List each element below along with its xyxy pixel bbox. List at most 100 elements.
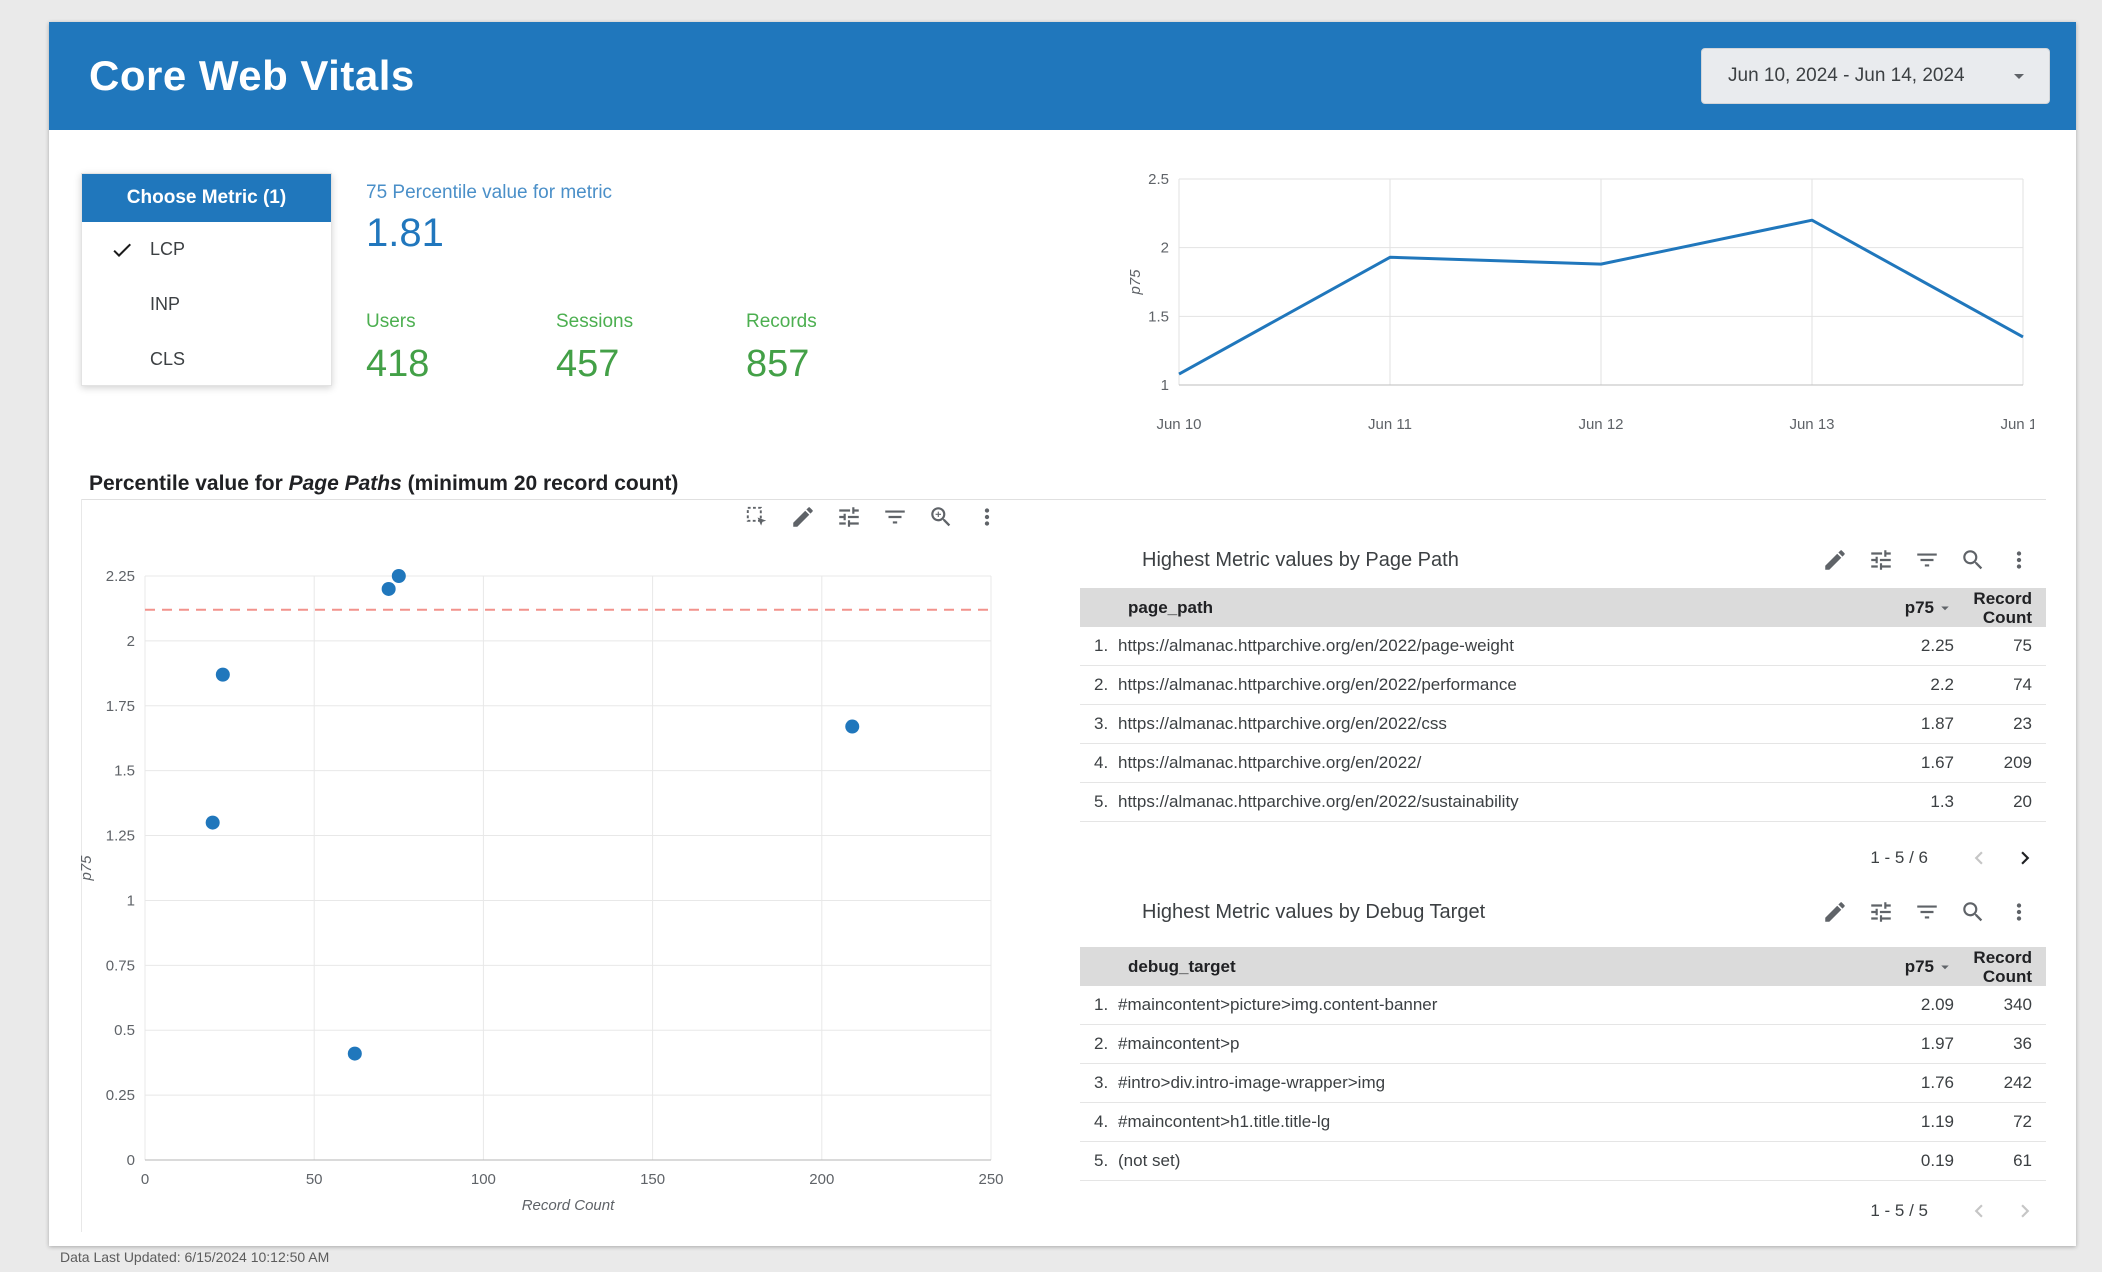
row-index: 2. <box>1094 1034 1109 1053</box>
scorecard-sessions-value: 457 <box>556 343 620 385</box>
zoom-icon[interactable] <box>1960 899 1986 925</box>
row-key: #maincontent>p <box>1118 1034 1240 1053</box>
scatter-chart: 0 50 100 150 200 250 0 0.25 0.5 0.75 1 1.25 1.5 1.75 2… <box>75 558 1015 1230</box>
table-page-path-header: page_path p75 Record Count <box>1080 588 2046 627</box>
metric-selector-header[interactable]: Choose Metric (1) <box>82 174 331 222</box>
table-row: 4. https://almanac.httparchive.org/en/202… <box>1080 744 2046 783</box>
edit-pencil-icon[interactable] <box>1822 899 1848 925</box>
scorecard-records: Records 857 <box>746 311 817 386</box>
row-index: 2. <box>1094 675 1109 694</box>
column-header-record-count: Record Count <box>1973 948 2032 986</box>
date-range-picker[interactable]: Jun 10, 2024 - Jun 14, 2024 <box>1701 48 2050 104</box>
row-index: 5. <box>1094 1151 1109 1170</box>
svg-text:Jun 13: Jun 13 <box>1789 416 1834 433</box>
edit-pencil-icon[interactable] <box>790 504 816 530</box>
tune-sliders-icon[interactable] <box>836 504 862 530</box>
metric-option-inp[interactable]: INP <box>82 277 331 332</box>
table-debug-target-header: debug_target p75 Record Count <box>1080 947 2046 986</box>
table-page-path: Highest Metric values by Page Path page_… <box>1080 540 2046 878</box>
next-page-icon[interactable] <box>2012 1198 2038 1224</box>
next-page-icon[interactable] <box>2012 845 2038 871</box>
page-title: Core Web Vitals <box>89 52 415 99</box>
scorecard-p75: 75 Percentile value for metric 1.81 <box>366 182 612 256</box>
row-p75: 1.97 <box>1920 1034 1954 1053</box>
svg-text:50: 50 <box>306 1171 323 1188</box>
scorecard-records-label: Records <box>746 311 817 332</box>
row-record-count: 20 <box>2013 792 2032 811</box>
svg-text:2: 2 <box>1161 240 1169 257</box>
edit-pencil-icon[interactable] <box>1822 547 1848 573</box>
svg-text:Jun 14: Jun 14 <box>2000 416 2034 433</box>
row-record-count: 23 <box>2013 714 2032 733</box>
row-index: 3. <box>1094 1073 1109 1092</box>
row-record-count: 340 <box>2003 995 2032 1014</box>
svg-text:0.25: 0.25 <box>106 1087 135 1104</box>
svg-text:1.25: 1.25 <box>106 828 135 845</box>
svg-text:150: 150 <box>640 1171 665 1188</box>
metric-option-lcp[interactable]: LCP <box>82 222 331 277</box>
filter-icon[interactable] <box>1914 899 1940 925</box>
tune-sliders-icon[interactable] <box>1868 547 1894 573</box>
section-left-border <box>81 499 82 1232</box>
more-vert-icon[interactable] <box>974 504 1000 530</box>
more-vert-icon[interactable] <box>2006 899 2032 925</box>
table-row: 2. #maincontent>p 1.97 36 <box>1080 1025 2046 1064</box>
svg-text:0.5: 0.5 <box>114 1022 135 1039</box>
row-p75: 1.19 <box>1920 1112 1954 1131</box>
row-key: https://almanac.httparchive.org/en/2022/… <box>1118 714 1447 733</box>
table-row: 4. #maincontent>h1.title.title-lg 1.19 72 <box>1080 1103 2046 1142</box>
filter-icon[interactable] <box>882 504 908 530</box>
row-key: #maincontent>picture>img.content-banner <box>1118 995 1438 1014</box>
table-debug-target-pagination: 1 - 5 / 5 <box>1080 1191 2046 1231</box>
row-p75: 2.25 <box>1920 636 1954 655</box>
svg-text:Jun 12: Jun 12 <box>1578 416 1623 433</box>
row-p75: 2.2 <box>1930 675 1954 694</box>
tune-sliders-icon[interactable] <box>1868 899 1894 925</box>
row-key: https://almanac.httparchive.org/en/2022/ <box>1118 753 1422 772</box>
zoom-icon[interactable] <box>1960 547 1986 573</box>
svg-text:1.5: 1.5 <box>1148 308 1169 325</box>
table-row: 1. https://almanac.httparchive.org/en/202… <box>1080 627 2046 666</box>
metric-options: LCP INP CLS <box>82 222 331 387</box>
column-header-record-count: Record Count <box>1973 589 2032 627</box>
filter-icon[interactable] <box>1914 547 1940 573</box>
metric-option-cls[interactable]: CLS <box>82 332 331 387</box>
svg-text:0.75: 0.75 <box>106 957 135 974</box>
row-p75: 2.09 <box>1920 995 1954 1014</box>
sort-desc-icon <box>1936 599 1954 617</box>
row-record-count: 61 <box>2013 1151 2032 1170</box>
table-page-path-pagination: 1 - 5 / 6 <box>1080 838 2046 878</box>
table-page-path-toolbar <box>1822 547 2046 573</box>
row-record-count: 74 <box>2013 675 2032 694</box>
scorecard-sessions: Sessions 457 <box>556 311 633 386</box>
table-debug-target-title: Highest Metric values by Debug Target <box>1142 900 1486 923</box>
zoom-icon[interactable] <box>928 504 954 530</box>
row-index: 5. <box>1094 792 1109 811</box>
row-index: 1. <box>1094 636 1109 655</box>
metric-option-label: LCP <box>150 239 186 259</box>
scorecard-users: Users 418 <box>366 311 429 386</box>
row-key: https://almanac.httparchive.org/en/2022/… <box>1118 792 1519 811</box>
table-row: 5. (not set) 0.19 61 <box>1080 1142 2046 1181</box>
p75-time-series-chart: Jun 10 Jun 11 Jun 12 Jun 13 Jun 14 1 1.5 2 2.5 p7… <box>1124 167 2046 445</box>
table-page-path-title: Highest Metric values by Page Path <box>1142 548 1459 571</box>
table-row: 1. #maincontent>picture>img.content-banne… <box>1080 986 2046 1025</box>
pagination-range: 1 - 5 / 6 <box>1870 848 1928 867</box>
metric-selector-panel: Choose Metric (1) LCP INP CLS <box>81 173 332 386</box>
check-icon <box>110 238 134 262</box>
scorecard-p75-label: 75 Percentile value for metric <box>366 182 613 203</box>
column-header-p75[interactable]: p75 <box>1844 957 1954 977</box>
svg-text:2.5: 2.5 <box>1148 171 1169 188</box>
table-row: 5. https://almanac.httparchive.org/en/202… <box>1080 783 2046 822</box>
row-p75: 0.19 <box>1920 1151 1954 1170</box>
marquee-select-icon[interactable] <box>744 504 770 530</box>
more-vert-icon[interactable] <box>2006 547 2032 573</box>
previous-page-icon[interactable] <box>1966 845 1992 871</box>
svg-text:100: 100 <box>471 1171 496 1188</box>
row-record-count: 36 <box>2013 1034 2032 1053</box>
svg-text:Jun 11: Jun 11 <box>1368 416 1412 433</box>
scorecard-p75-value: 1.81 <box>366 211 444 255</box>
column-header-p75[interactable]: p75 <box>1844 598 1954 618</box>
scorecard-users-value: 418 <box>366 343 430 385</box>
previous-page-icon[interactable] <box>1966 1198 1992 1224</box>
